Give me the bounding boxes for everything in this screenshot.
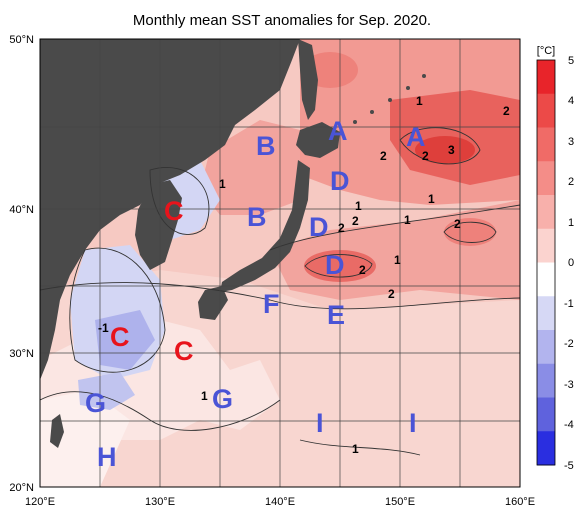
region-label: G — [212, 384, 233, 414]
colorbar-frame — [536, 59, 556, 466]
contour-label: 2 — [380, 149, 387, 163]
contour-label: 1 — [355, 199, 362, 213]
land-kuril-2 — [370, 110, 374, 114]
map-title: Monthly mean SST anomalies for Sep. 2020… — [133, 12, 431, 29]
land-taiwan — [50, 414, 64, 448]
land-kuril-3 — [388, 98, 392, 102]
region-label: C — [110, 322, 130, 352]
colorbar-tick: -3 — [564, 379, 574, 391]
colorbar-swatch — [537, 363, 555, 398]
colorbar-swatch — [537, 228, 555, 263]
contour-label: 2 — [388, 287, 395, 301]
contour-label: 1 — [201, 389, 208, 403]
region-label: D — [309, 212, 329, 242]
contour-label: 2 — [503, 104, 510, 118]
colorbar: [°C] 5 4 3 2 1 0 -1 -2 -3 -4 -5 — [536, 45, 574, 472]
lon-axis: 120°E 130°E 140°E 150°E 160°E — [25, 496, 535, 508]
contour-label: 2 — [454, 217, 461, 231]
colorbar-tick: 2 — [568, 176, 574, 188]
region-label: I — [409, 408, 417, 438]
colorbar-swatch — [537, 60, 555, 95]
contour-label: 3 — [448, 143, 455, 157]
colorbar-unit: [°C] — [537, 45, 555, 57]
colorbar-tick: 1 — [568, 217, 574, 229]
colorbar-swatch — [537, 262, 555, 297]
anomaly-zone-cool-c-core — [95, 310, 155, 370]
land-kyushu — [198, 286, 228, 320]
lon-tick: 120°E — [25, 496, 55, 508]
colorbar-swatch — [537, 397, 555, 432]
lat-tick: 20°N — [9, 482, 34, 494]
region-label: D — [330, 166, 350, 196]
lat-tick: 50°N — [9, 34, 34, 46]
contour-label: 2 — [422, 149, 429, 163]
land-kuril-1 — [353, 120, 357, 124]
colorbar-swatch — [537, 296, 555, 331]
land-asia — [40, 39, 300, 380]
map-frame — [39, 38, 521, 488]
graticule — [40, 39, 520, 487]
colorbar-swatches — [537, 60, 555, 466]
contour-label: 1 — [428, 192, 435, 206]
contour-label: -1 — [98, 321, 109, 335]
lon-tick: 140°E — [265, 496, 295, 508]
region-label: G — [85, 388, 106, 418]
map-area: 1 2 2 2 3 1 1 1 2 1 2 2 1 2 2 -1 1 1 A A… — [40, 39, 520, 487]
region-label: I — [316, 408, 324, 438]
region-label: B — [256, 131, 276, 161]
contour-label: 2 — [352, 214, 359, 228]
lon-tick: 160°E — [505, 496, 535, 508]
contour-label: 2 — [338, 221, 345, 235]
region-label: F — [263, 289, 280, 319]
region-labels: A A B B C C C D D D E F G G H I I — [85, 116, 426, 472]
region-label: A — [328, 116, 348, 146]
anomaly-zone-neutral-south — [40, 390, 130, 487]
lon-tick: 130°E — [145, 496, 175, 508]
contour-label: 1 — [394, 253, 401, 267]
contour-label: 1 — [352, 442, 359, 456]
colorbar-swatch — [537, 330, 555, 365]
contour-label: 2 — [359, 263, 366, 277]
land-honshu — [220, 160, 310, 292]
contour-label: 1 — [404, 213, 411, 227]
lon-tick: 150°E — [385, 496, 415, 508]
region-label: C — [164, 196, 184, 226]
lat-tick: 30°N — [9, 348, 34, 360]
region-label: E — [327, 300, 345, 330]
colorbar-swatch — [537, 195, 555, 230]
colorbar-tick: -2 — [564, 338, 574, 350]
anomaly-core-east — [444, 218, 496, 246]
colorbar-swatch — [537, 93, 555, 128]
region-label: D — [325, 250, 345, 280]
colorbar-tick: 3 — [568, 136, 574, 148]
land-hokkaido — [296, 122, 340, 158]
contour-labels: 1 2 2 2 3 1 1 1 2 1 2 2 1 2 2 -1 1 1 — [98, 94, 510, 456]
colorbar-tick: -1 — [564, 298, 574, 310]
colorbar-swatch — [537, 161, 555, 196]
contour-label: 1 — [219, 177, 226, 191]
region-label: H — [97, 442, 117, 472]
land-sakhalin — [298, 39, 318, 120]
colorbar-swatch — [537, 127, 555, 162]
land-kuril-5 — [422, 74, 426, 78]
colorbar-tick: 5 — [568, 55, 574, 67]
land-kuril-4 — [406, 86, 410, 90]
region-label: C — [174, 336, 194, 366]
region-label: B — [247, 202, 267, 232]
lat-axis: 50°N 40°N 30°N 20°N — [9, 34, 34, 494]
contour-label: 1 — [416, 94, 423, 108]
lat-tick: 40°N — [9, 204, 34, 216]
region-label: A — [406, 122, 426, 152]
land-korea — [135, 180, 182, 270]
colorbar-tick: 4 — [568, 95, 574, 107]
colorbar-tick: 0 — [568, 257, 574, 269]
anomaly-zone-cool-g — [78, 372, 135, 410]
colorbar-tick: -4 — [564, 419, 574, 431]
colorbar-swatch — [537, 431, 555, 466]
colorbar-tick: -5 — [564, 460, 574, 472]
